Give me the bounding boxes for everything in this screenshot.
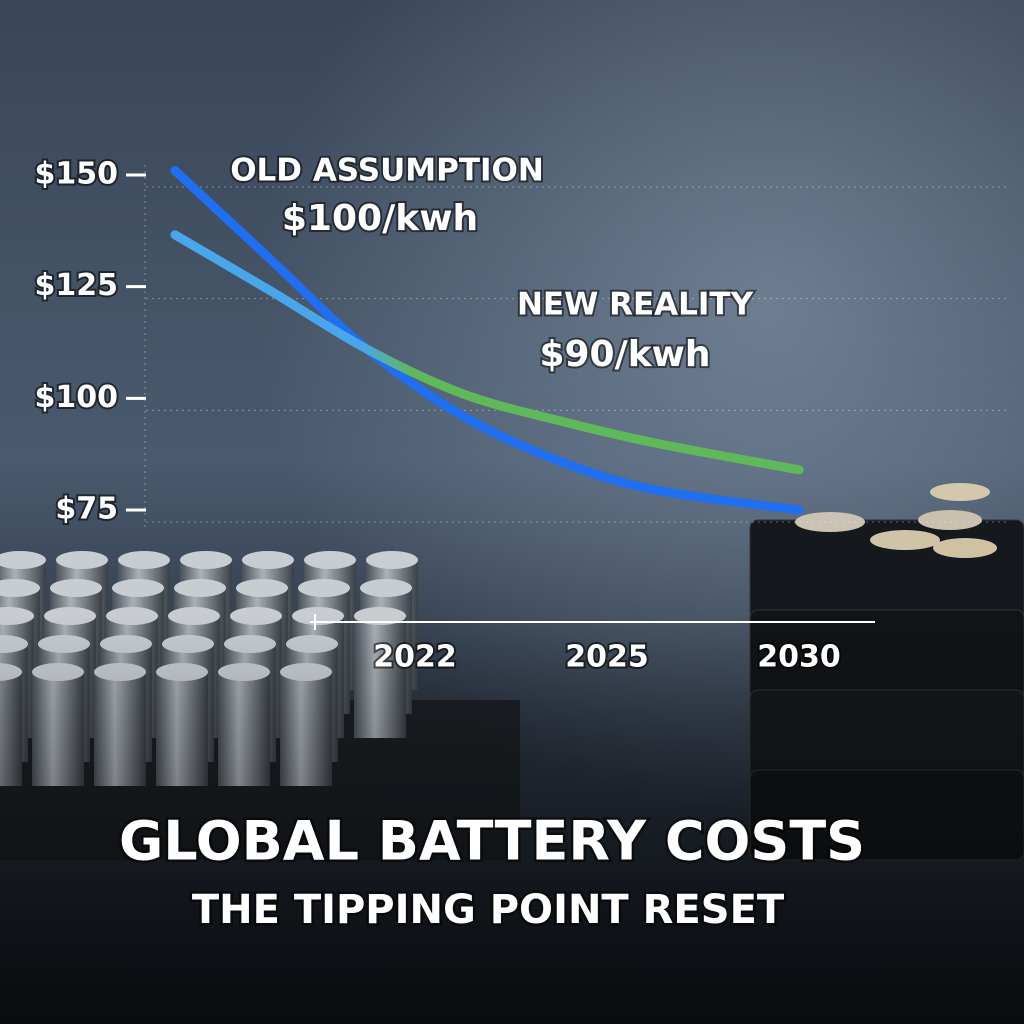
series-annotation-value: $90/kwh — [539, 334, 710, 375]
series-annotation: NEW REALITY — [517, 287, 754, 323]
chart-subtitle: THE TIPPING POINT RESET — [192, 887, 785, 933]
series-annotation-value: $100/kwh — [282, 198, 478, 239]
y-tick-label: $150 — [35, 157, 119, 192]
series-line — [170, 230, 804, 475]
y-tick-label: $100 — [35, 380, 119, 415]
x-tick-label: 2025 — [565, 640, 649, 675]
y-tick-label: $75 — [55, 492, 118, 527]
x-tick-label: 2030 — [757, 640, 841, 675]
series-line — [170, 166, 804, 515]
chart-title: GLOBAL BATTERY COSTS — [119, 810, 865, 873]
x-tick-label: 2022 — [373, 640, 457, 675]
series-annotation: OLD ASSUMPTION — [230, 153, 544, 189]
y-tick-label: $125 — [35, 268, 119, 303]
